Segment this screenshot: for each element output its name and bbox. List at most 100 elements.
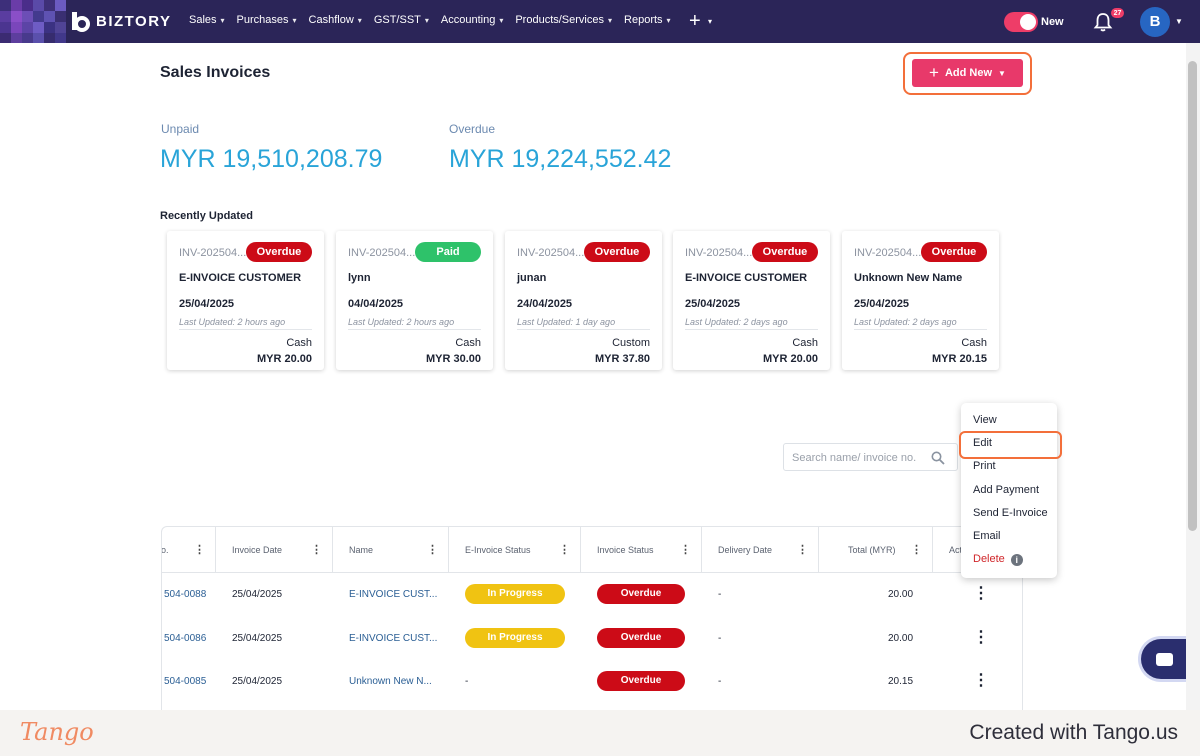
delivery-date: - <box>718 633 722 644</box>
tango-footer: Tango Created with Tango.us <box>0 710 1200 756</box>
invoices-table: o. ⋮ Invoice Date ⋮ Name ⋮ E-Invoice Status… <box>161 526 1023 710</box>
recent-invoice-card[interactable]: INV-202504... Overdue Unknown New Name 2… <box>842 231 999 370</box>
column-menu-icon[interactable]: ⋮ <box>797 544 808 556</box>
nav-reports[interactable]: Reports ▾ <box>624 14 671 26</box>
nav-cashflow[interactable]: Cashflow ▾ <box>309 14 362 26</box>
nav-label: GST/SST <box>373 14 421 26</box>
brand-mosaic-decoration <box>0 0 80 43</box>
add-new-button[interactable]: + Add New ▼ <box>912 59 1023 87</box>
plus-icon[interactable]: + <box>689 10 701 32</box>
caret-down-icon: ▾ <box>608 15 613 25</box>
card-amount: MYR 20.00 <box>762 353 818 365</box>
column-menu-icon[interactable]: ⋮ <box>427 544 438 556</box>
recent-invoice-card[interactable]: INV-202504... Overdue E-INVOICE CUSTOMER… <box>167 231 324 370</box>
table-row[interactable]: 504-0086 25/04/2025 E-INVOICE CUST... In… <box>162 618 1022 662</box>
card-invoice-no: INV-202504... <box>854 247 922 259</box>
avatar[interactable]: B <box>1140 7 1170 37</box>
nav-accounting[interactable]: Accounting ▾ <box>441 14 503 26</box>
column-label: Invoice Status <box>597 545 654 555</box>
customer-name-link[interactable]: E-INVOICE CUST... <box>349 589 438 600</box>
nav-purchases[interactable]: Purchases ▾ <box>237 14 297 26</box>
menu-item-send-e-invoice[interactable]: Send E-Invoice <box>973 507 1048 519</box>
menu-item-add-payment[interactable]: Add Payment <box>973 484 1040 496</box>
card-date: 24/04/2025 <box>517 298 573 310</box>
column-menu-icon[interactable]: ⋮ <box>311 544 322 556</box>
card-customer-name: lynn <box>348 272 371 284</box>
card-payment-term: Cash <box>961 337 987 349</box>
menu-item-view[interactable]: View <box>973 414 997 426</box>
column-menu-icon[interactable]: ⋮ <box>559 544 570 556</box>
caret-down-icon[interactable]: ▾ <box>708 17 713 26</box>
table-row[interactable]: 504-0085 25/04/2025 Unknown New N... - O… <box>162 661 1022 705</box>
nav-label: Cashflow <box>308 14 354 26</box>
customer-name-link[interactable]: Unknown New N... <box>349 676 432 687</box>
search-input[interactable]: Search name/ invoice no. <box>783 443 958 471</box>
toggle-label: New <box>1041 16 1064 28</box>
caret-down-icon: ▾ <box>499 15 504 25</box>
chat-widget-button[interactable] <box>1138 636 1186 682</box>
card-invoice-no: INV-202504... <box>348 247 416 259</box>
column-header-e-invoice-status[interactable]: E-Invoice Status ⋮ <box>449 527 581 573</box>
column-menu-icon[interactable]: ⋮ <box>911 544 922 556</box>
column-header-invoice-status[interactable]: Invoice Status ⋮ <box>581 527 702 573</box>
column-header-total[interactable]: Total (MYR) ⋮ <box>819 527 933 573</box>
customer-name-link[interactable]: E-INVOICE CUST... <box>349 633 438 644</box>
column-header-name[interactable]: Name ⋮ <box>333 527 449 573</box>
chat-bubble-icon <box>1156 653 1173 666</box>
column-menu-icon[interactable]: ⋮ <box>680 544 691 556</box>
bell-icon[interactable] <box>1093 11 1113 33</box>
card-date: 25/04/2025 <box>179 298 235 310</box>
row-actions-icon[interactable]: ⋮ <box>973 585 989 602</box>
invoice-no-link[interactable]: 504-0086 <box>164 633 207 644</box>
total-amount: 20.00 <box>888 633 914 644</box>
invoice-date: 25/04/2025 <box>232 633 283 644</box>
invoice-no-link[interactable]: 504-0085 <box>164 676 207 687</box>
invoice-date: 25/04/2025 <box>232 589 283 600</box>
card-last-updated: Last Updated: 2 days ago <box>854 317 957 327</box>
table-header: o. ⋮ Invoice Date ⋮ Name ⋮ E-Invoice Status… <box>162 527 1022 573</box>
menu-item-email[interactable]: Email <box>973 530 1001 542</box>
row-actions-menu: View Edit Print Add Payment Send E-Invoi… <box>961 403 1057 578</box>
column-label: Name <box>349 545 374 555</box>
card-payment-term: Custom <box>612 337 650 349</box>
recent-invoice-card[interactable]: INV-202504... Overdue junan 24/04/2025 L… <box>505 231 662 370</box>
info-icon: i <box>1010 554 1023 566</box>
column-header-delivery-date[interactable]: Delivery Date ⋮ <box>702 527 819 573</box>
recent-invoice-card[interactable]: INV-202504... Overdue E-INVOICE CUSTOMER… <box>673 231 830 370</box>
column-header-invoice-date[interactable]: Invoice Date ⋮ <box>216 527 333 573</box>
recent-invoice-card[interactable]: INV-202504... Paid lynn 04/04/2025 Last … <box>336 231 493 370</box>
caret-down-icon: ▾ <box>357 15 362 25</box>
page-scrollbar[interactable] <box>1186 43 1200 710</box>
tango-logo: Tango <box>20 718 94 746</box>
invoice-date: 25/04/2025 <box>232 676 283 687</box>
main-nav: Sales ▾ Purchases ▾ Cashflow ▾ GST/SST ▾ Acc… <box>189 14 671 26</box>
top-navigation-bar: BIZTORY Sales ▾ Purchases ▾ Cashflow ▾ GST/… <box>0 0 1200 43</box>
biztory-logo-icon <box>72 12 90 32</box>
nav-products-services[interactable]: Products/Services ▾ <box>515 14 612 26</box>
column-header-invoice-no[interactable]: o. ⋮ <box>162 527 216 573</box>
chevron-down-icon[interactable]: ▼ <box>1175 17 1183 26</box>
nav-sales[interactable]: Sales ▾ <box>189 14 225 26</box>
invoice-no-link[interactable]: 504-0088 <box>164 589 207 600</box>
plus-icon: + <box>929 63 939 82</box>
search-icon[interactable] <box>931 451 945 465</box>
menu-item-print[interactable]: Print <box>973 460 996 472</box>
card-amount: MYR 20.15 <box>931 353 987 365</box>
caret-down-icon: ▾ <box>424 15 429 25</box>
recently-updated-title: Recently Updated <box>160 210 253 222</box>
card-amount: MYR 20.00 <box>256 353 312 365</box>
table-row[interactable]: 504-0088 25/04/2025 E-INVOICE CUST... In… <box>162 574 1022 618</box>
notification-badge: 27 <box>1110 7 1125 19</box>
card-amount: MYR 37.80 <box>594 353 650 365</box>
menu-item-delete[interactable]: Delete i <box>973 553 1023 566</box>
caret-down-icon: ▾ <box>292 15 297 25</box>
menu-item-edit[interactable]: Edit <box>973 437 992 449</box>
nav-gst-sst[interactable]: GST/SST ▾ <box>374 14 429 26</box>
new-ui-toggle[interactable] <box>1004 12 1038 32</box>
column-menu-icon[interactable]: ⋮ <box>194 544 205 556</box>
scrollbar-thumb[interactable] <box>1188 61 1197 531</box>
brand-logo[interactable]: BIZTORY <box>70 10 172 32</box>
e-invoice-status: - <box>465 676 469 687</box>
row-actions-icon[interactable]: ⋮ <box>973 629 989 646</box>
row-actions-icon[interactable]: ⋮ <box>973 672 989 689</box>
